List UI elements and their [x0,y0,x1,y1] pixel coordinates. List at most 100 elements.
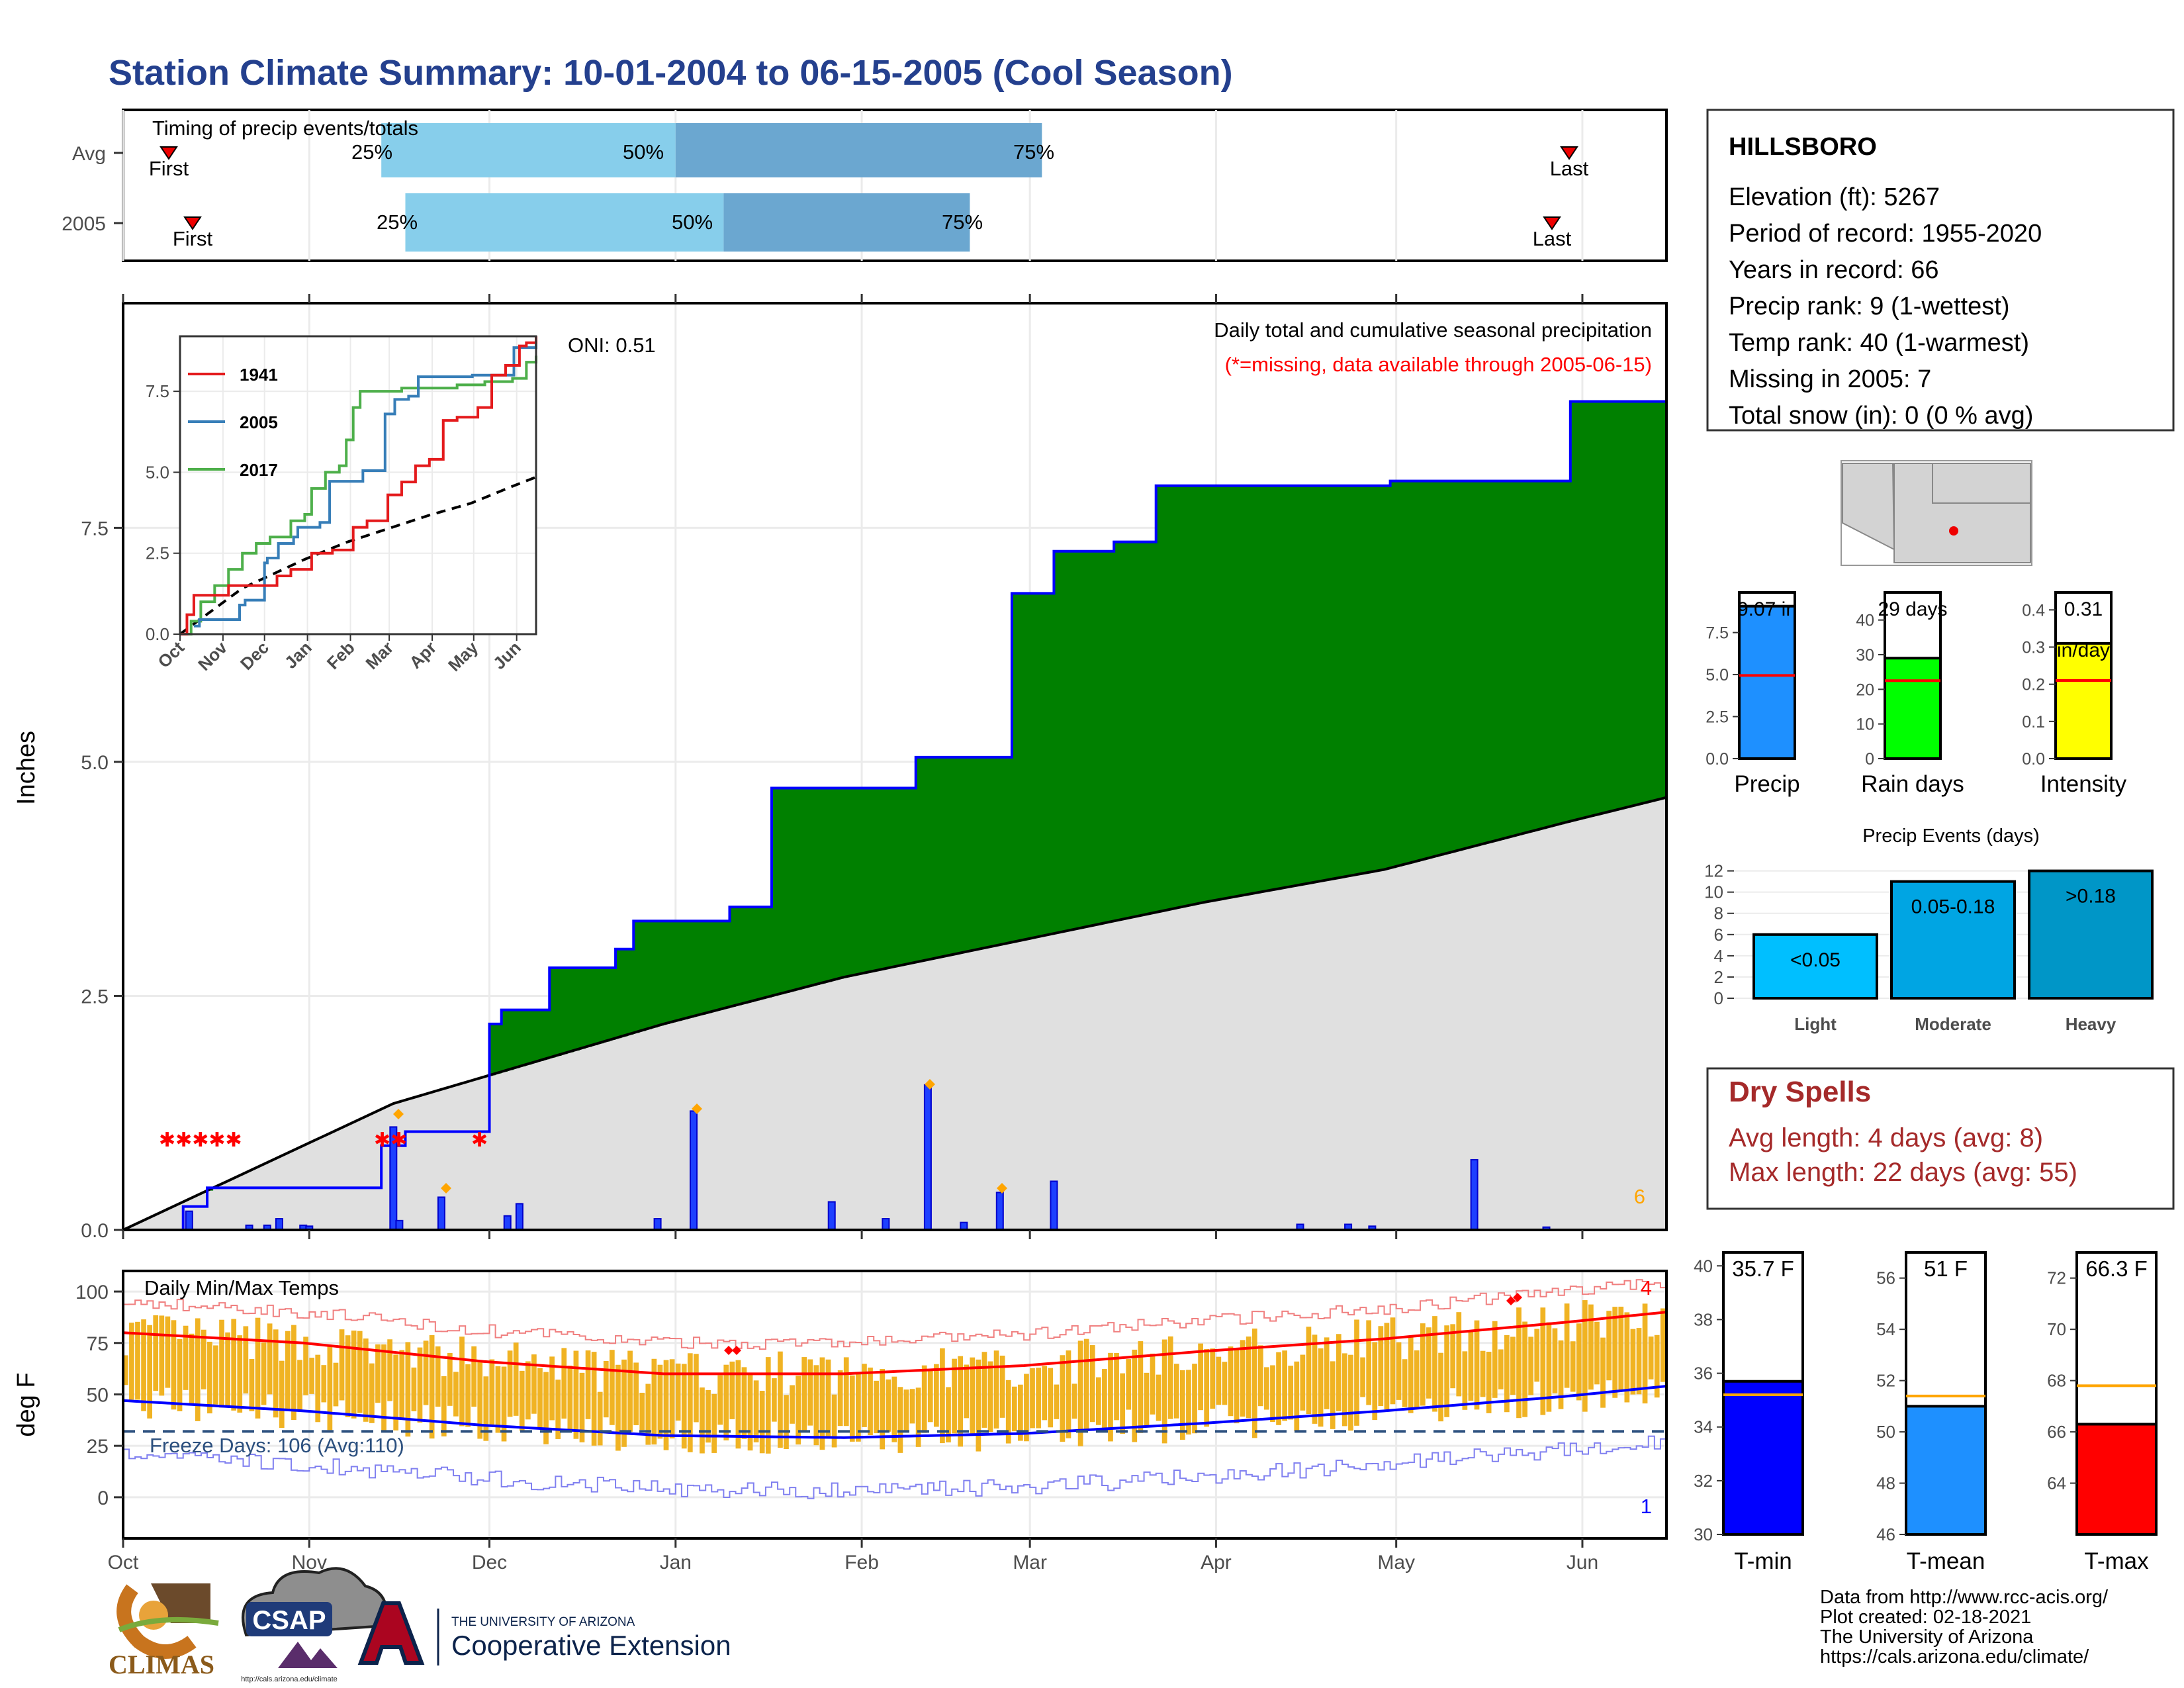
temp-mini-tick: 46 [1876,1524,1895,1544]
daily-temp-range-bar [387,1339,392,1401]
missing-marker: ✱✱✱✱✱ [159,1129,242,1151]
daily-temp-range-bar [531,1354,537,1414]
daily-temp-range-bar [309,1358,315,1394]
daily-temp-range-bar [1552,1328,1558,1393]
daily-temp-range-bar [796,1376,801,1445]
events-title: Precip Events (days) [1862,825,2040,847]
daily-temp-range-bar [1186,1370,1191,1435]
temp-panel-title: Daily Min/Max Temps [144,1276,339,1299]
temp-frame [122,1270,1668,1540]
daily-temp-range-bar [609,1350,615,1425]
temp-mini-bar [1905,1405,1987,1536]
mini-bar-tick: 40 [1856,612,1874,630]
dry-spells-max: Max length: 22 days (avg: 55) [1729,1158,2077,1187]
temp-mini-tick: 70 [2047,1319,2066,1339]
daily-temp-range-bar [357,1331,363,1413]
event-bar [1890,880,2016,1000]
month-tick-label: Mar [1013,1552,1047,1573]
daily-temp-range-bar [1594,1321,1600,1385]
daily-temp-range-bar [507,1350,513,1417]
mini-bar-value [2054,641,2113,760]
mini-bar-tick: 0.0 [2022,750,2045,769]
temp-mini-tick: 38 [1694,1309,1713,1329]
daily-temp-range-bar [657,1364,663,1439]
daily-temp-range-bar [1071,1383,1077,1419]
daily-temp-range-bar [195,1318,201,1421]
temp-mini-value-label: 51 F [1924,1256,1968,1281]
month-tick-label: May [1377,1552,1415,1573]
daily-temp-range-bar [778,1351,783,1448]
csap-logo-url: http://cals.arizona.edu/climate [241,1675,338,1683]
daily-temp-range-bar [243,1326,249,1394]
daily-temp-range-bar [1612,1307,1618,1398]
station-info-line: Years in record: 66 [1729,256,1939,284]
daily-temp-range-bar [1618,1306,1624,1391]
daily-temp-range-bar [375,1344,381,1403]
daily-temp-range-bar [921,1365,927,1433]
events-y-tick: 8 [1714,904,1723,923]
mini-bar-tick: 2.5 [1706,708,1729,727]
daily-temp-range-bar [753,1380,759,1442]
mini-bar-title: Precip [1734,771,1799,797]
daily-temp-range-bar [1066,1350,1071,1438]
oni-label: ONI: 0.51 [568,334,656,357]
year-first-label: First [173,227,213,250]
temp-mini-tick: 56 [1876,1268,1895,1288]
daily-temp-range-bar [1173,1364,1179,1419]
inset-2017-line [180,355,537,635]
temp-y-tick-label: 25 [87,1436,109,1458]
daily-temp-range-bar [1198,1343,1203,1411]
daily-temp-range-bar [135,1321,140,1400]
daily-precip-bar [275,1218,283,1231]
texas-shape [1932,463,2031,504]
year-last-marker [1543,216,1561,230]
daily-temp-range-bar [1498,1349,1504,1389]
daily-temp-range-bar [1257,1345,1263,1407]
daily-temp-range-bar [1288,1366,1294,1420]
year-q25-q50-bar [405,193,724,252]
daily-precip-bar [690,1110,698,1231]
daily-temp-range-bar [1606,1311,1612,1381]
daily-temp-range-bar [1366,1320,1372,1405]
daily-temp-range-bar [837,1370,843,1427]
daily-temp-range-bar [621,1359,627,1447]
daily-temp-range-bar [1444,1325,1449,1417]
footer-university: The University of Arizona [1820,1626,2034,1648]
events-y-tick: 6 [1714,925,1723,945]
temp-mini-bar [2075,1423,2158,1536]
daily-temp-range-bar [771,1378,777,1422]
daily-temp-range-bar [393,1354,399,1430]
daily-temp-range-bar [1216,1356,1222,1405]
daily-temp-range-bar [1126,1359,1132,1410]
csap-logo-text: CSAP [252,1606,326,1635]
temp-mini-tick: 66 [2047,1422,2066,1442]
temp-mini-title: T-mean [1907,1548,1985,1574]
daily-temp-range-bar [765,1357,771,1454]
daily-temp-range-bar [903,1389,909,1432]
precip-y-tick-label: 7.5 [81,518,109,539]
daily-temp-range-bar [1276,1352,1281,1425]
daily-temp-range-bar [1011,1386,1017,1432]
daily-temp-range-bar [207,1341,212,1414]
timing-panel: Timing of precip events/totals Avg 2005 … [62,109,1668,262]
daily-temp-range-bar [225,1332,230,1406]
record-markers [724,1293,1522,1355]
daily-temp-range-bar [561,1348,567,1419]
temp-mini-title: T-min [1734,1548,1792,1574]
precip-legend-line1: Daily total and cumulative seasonal prec… [1214,318,1652,342]
precip-y-tick-label: 0.0 [81,1220,109,1242]
daily-temp-range-bar [1024,1374,1029,1442]
events-y-tick: 2 [1714,967,1723,987]
daily-temp-range-bar [1144,1372,1150,1428]
avg-min-line [122,1385,1667,1439]
daily-temp-range-bar [1354,1319,1359,1426]
csap-logo: CSAP http://cals.arizona.edu/climate [241,1567,388,1683]
daily-temp-range-bar [141,1319,146,1411]
year-p75-label: 75% [942,211,983,234]
daily-temp-range-bar [1330,1361,1336,1429]
daily-temp-range-bar [970,1357,976,1434]
daily-temp-range-bar [801,1357,807,1431]
mini-bar-unit-label: in/day [2057,639,2110,661]
daily-temp-range-bar [1636,1328,1642,1395]
heavy-event-markers [393,1079,1007,1194]
